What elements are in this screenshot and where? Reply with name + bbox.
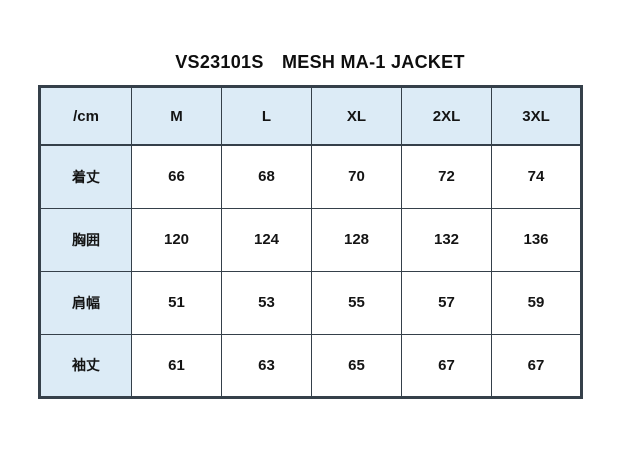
table-row-shoulder-width: 肩幅 51 53 55 57 59 xyxy=(39,270,582,335)
header-cell-unit: /cm xyxy=(39,86,132,146)
row-label: 肩幅 xyxy=(39,270,132,335)
cell-value: 120 xyxy=(131,207,222,272)
header-cell-size-l: L xyxy=(221,86,312,146)
cell-value: 68 xyxy=(221,144,312,209)
cell-value: 51 xyxy=(131,270,222,335)
cell-value: 70 xyxy=(311,144,402,209)
cell-value: 55 xyxy=(311,270,402,335)
cell-value: 65 xyxy=(311,333,402,398)
cell-value: 66 xyxy=(131,144,222,209)
table-row-body-length: 着丈 66 68 70 72 74 xyxy=(39,144,582,209)
cell-value: 72 xyxy=(401,144,492,209)
cell-value: 74 xyxy=(491,144,582,209)
size-chart-table: /cm M L XL 2XL 3XL 着丈 66 68 70 72 74 胸囲 … xyxy=(38,85,583,399)
row-label: 着丈 xyxy=(39,144,132,209)
cell-value: 53 xyxy=(221,270,312,335)
row-label: 袖丈 xyxy=(39,333,132,398)
cell-value: 67 xyxy=(401,333,492,398)
cell-value: 132 xyxy=(401,207,492,272)
page-title: VS23101S MESH MA-1 JACKET xyxy=(175,52,465,72)
cell-value: 67 xyxy=(491,333,582,398)
header-cell-size-2xl: 2XL xyxy=(401,86,492,146)
cell-value: 63 xyxy=(221,333,312,398)
header-cell-size-xl: XL xyxy=(311,86,402,146)
cell-value: 136 xyxy=(491,207,582,272)
table-header-row: /cm M L XL 2XL 3XL xyxy=(39,86,582,146)
header-cell-size-m: M xyxy=(131,86,222,146)
cell-value: 61 xyxy=(131,333,222,398)
cell-value: 124 xyxy=(221,207,312,272)
cell-value: 128 xyxy=(311,207,402,272)
header-cell-size-3xl: 3XL xyxy=(491,86,582,146)
cell-value: 57 xyxy=(401,270,492,335)
table-row-sleeve-length: 袖丈 61 63 65 67 67 xyxy=(39,333,582,398)
cell-value: 59 xyxy=(491,270,582,335)
table-row-chest: 胸囲 120 124 128 132 136 xyxy=(39,207,582,272)
row-label: 胸囲 xyxy=(39,207,132,272)
